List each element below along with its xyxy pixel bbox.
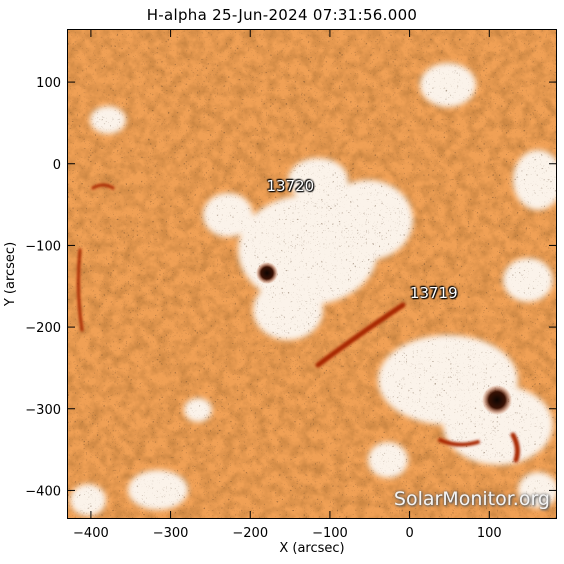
y-tick-label: −300 (25, 403, 61, 418)
x-axis: −400 −300 −200 −100 0 100 (73, 29, 502, 541)
image-title: H-alpha 25-Jun-2024 07:31:56.000 (146, 6, 418, 24)
solar-image-svg (68, 30, 556, 518)
y-tick-label: −100 (25, 239, 61, 254)
filament-limb (76, 248, 84, 332)
x-axis-label: X (arcsec) (279, 541, 344, 556)
y-axis: 100 0 −100 −200 −300 −400 (25, 76, 557, 499)
filament-southwest (510, 432, 520, 463)
active-region-label: 13720 (266, 176, 315, 195)
y-tick-label: −400 (25, 484, 61, 499)
x-tick-label: −300 (153, 526, 189, 541)
active-region-label: 13719 (409, 284, 458, 303)
y-tick-label: 100 (36, 76, 61, 91)
filaments (76, 183, 520, 463)
y-tick-label: −200 (25, 321, 61, 336)
x-tick-label: −400 (73, 526, 109, 541)
x-tick-label: −100 (312, 526, 348, 541)
sunspot-13720 (256, 262, 278, 284)
y-axis-label: Y (arcsec) (3, 242, 18, 307)
sunspot-13719 (482, 385, 512, 415)
y-tick-label: 0 (53, 158, 61, 173)
halpha-image (67, 29, 557, 519)
filament-east (91, 183, 115, 190)
filament-main (315, 302, 406, 368)
sunspots (256, 262, 512, 415)
x-tick-label: 0 (405, 526, 413, 541)
x-tick-label: −200 (232, 526, 268, 541)
watermark-logo: SolarMonitor.org (393, 488, 550, 510)
x-tick-label: 100 (477, 526, 502, 541)
filament-south (438, 438, 480, 447)
speckle-texture (68, 30, 556, 518)
